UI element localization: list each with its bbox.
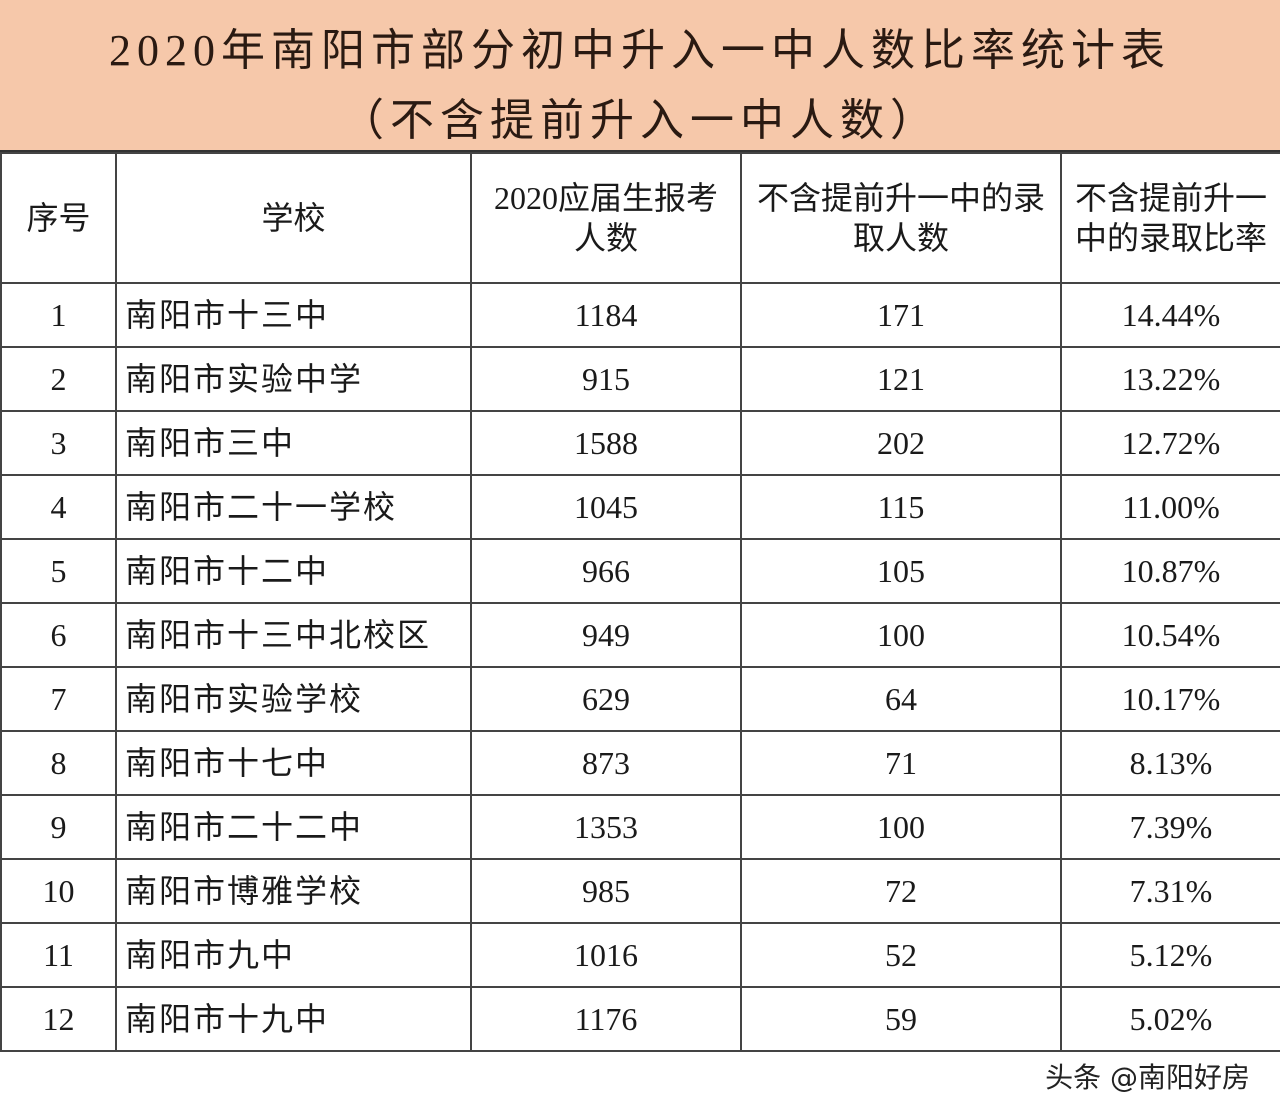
cell-admitted: 59 — [740, 986, 1062, 1052]
header-admitted: 不含提前升一中的录取人数 — [740, 152, 1062, 284]
subtitle: （不含提前升入一中人数） — [340, 96, 940, 145]
header-applicants: 2020应届生报考人数 — [470, 152, 742, 284]
table-row: 12 南阳市十九中 1176 59 5.02% — [0, 986, 1280, 1052]
cell-applicants: 1045 — [470, 474, 742, 540]
cell-admitted: 100 — [740, 602, 1062, 668]
table-row: 2 南阳市实验中学 915 121 13.22% — [0, 346, 1280, 412]
table-row: 11 南阳市九中 1016 52 5.12% — [0, 922, 1280, 988]
header-row: 序号 学校 2020应届生报考人数 不含提前升一中的录取人数 不含提前升一中的录… — [0, 152, 1280, 284]
cell-applicants: 1176 — [470, 986, 742, 1052]
cell-index: 11 — [0, 922, 117, 988]
cell-school: 南阳市实验中学 — [115, 346, 472, 412]
cell-applicants: 1184 — [470, 282, 742, 348]
watermark: 头条 @南阳好房 — [1045, 1061, 1250, 1094]
header-rate: 不含提前升一中的录取比率 — [1060, 152, 1280, 284]
cell-applicants: 985 — [470, 858, 742, 924]
cell-index: 9 — [0, 794, 117, 860]
cell-admitted: 121 — [740, 346, 1062, 412]
cell-rate: 14.44% — [1060, 282, 1280, 348]
cell-index: 5 — [0, 538, 117, 604]
cell-rate: 11.00% — [1060, 474, 1280, 540]
cell-admitted: 100 — [740, 794, 1062, 860]
cell-admitted: 171 — [740, 282, 1062, 348]
cell-applicants: 1016 — [470, 922, 742, 988]
cell-admitted: 115 — [740, 474, 1062, 540]
cell-school: 南阳市十三中北校区 — [115, 602, 472, 668]
cell-index: 1 — [0, 282, 117, 348]
cell-index: 3 — [0, 410, 117, 476]
cell-rate: 7.31% — [1060, 858, 1280, 924]
cell-rate: 7.39% — [1060, 794, 1280, 860]
table-row: 4 南阳市二十一学校 1045 115 11.00% — [0, 474, 1280, 540]
table-row: 10 南阳市博雅学校 985 72 7.31% — [0, 858, 1280, 924]
cell-admitted: 71 — [740, 730, 1062, 796]
title: 2020年南阳市部分初中升入一中人数比率统计表 — [109, 26, 1171, 75]
cell-applicants: 873 — [470, 730, 742, 796]
cell-admitted: 72 — [740, 858, 1062, 924]
cell-admitted: 202 — [740, 410, 1062, 476]
cell-applicants: 966 — [470, 538, 742, 604]
cell-school: 南阳市博雅学校 — [115, 858, 472, 924]
cell-school: 南阳市十三中 — [115, 282, 472, 348]
cell-school: 南阳市九中 — [115, 922, 472, 988]
cell-school: 南阳市十九中 — [115, 986, 472, 1052]
cell-rate: 13.22% — [1060, 346, 1280, 412]
cell-rate: 10.87% — [1060, 538, 1280, 604]
cell-school: 南阳市实验学校 — [115, 666, 472, 732]
cell-school: 南阳市二十一学校 — [115, 474, 472, 540]
cell-applicants: 629 — [470, 666, 742, 732]
cell-index: 4 — [0, 474, 117, 540]
cell-rate: 10.54% — [1060, 602, 1280, 668]
table-row: 8 南阳市十七中 873 71 8.13% — [0, 730, 1280, 796]
cell-school: 南阳市十二中 — [115, 538, 472, 604]
cell-index: 10 — [0, 858, 117, 924]
cell-school: 南阳市三中 — [115, 410, 472, 476]
cell-admitted: 105 — [740, 538, 1062, 604]
header-school: 学校 — [115, 152, 472, 284]
cell-admitted: 52 — [740, 922, 1062, 988]
cell-rate: 10.17% — [1060, 666, 1280, 732]
cell-admitted: 64 — [740, 666, 1062, 732]
cell-rate: 8.13% — [1060, 730, 1280, 796]
cell-index: 7 — [0, 666, 117, 732]
cell-index: 6 — [0, 602, 117, 668]
title-banner: 2020年南阳市部分初中升入一中人数比率统计表 （不含提前升入一中人数） — [0, 0, 1280, 152]
cell-school: 南阳市二十二中 — [115, 794, 472, 860]
table-row: 7 南阳市实验学校 629 64 10.17% — [0, 666, 1280, 732]
cell-index: 2 — [0, 346, 117, 412]
cell-rate: 5.12% — [1060, 922, 1280, 988]
table-row: 5 南阳市十二中 966 105 10.87% — [0, 538, 1280, 604]
cell-applicants: 915 — [470, 346, 742, 412]
cell-applicants: 1588 — [470, 410, 742, 476]
table-row: 9 南阳市二十二中 1353 100 7.39% — [0, 794, 1280, 860]
cell-index: 12 — [0, 986, 117, 1052]
stats-table: 序号 学校 2020应届生报考人数 不含提前升一中的录取人数 不含提前升一中的录… — [0, 152, 1280, 1052]
table-row: 6 南阳市十三中北校区 949 100 10.54% — [0, 602, 1280, 668]
table-row: 1 南阳市十三中 1184 171 14.44% — [0, 282, 1280, 348]
cell-index: 8 — [0, 730, 117, 796]
cell-school: 南阳市十七中 — [115, 730, 472, 796]
table-row: 3 南阳市三中 1588 202 12.72% — [0, 410, 1280, 476]
cell-applicants: 1353 — [470, 794, 742, 860]
cell-rate: 12.72% — [1060, 410, 1280, 476]
cell-rate: 5.02% — [1060, 986, 1280, 1052]
cell-applicants: 949 — [470, 602, 742, 668]
header-index: 序号 — [0, 152, 117, 284]
